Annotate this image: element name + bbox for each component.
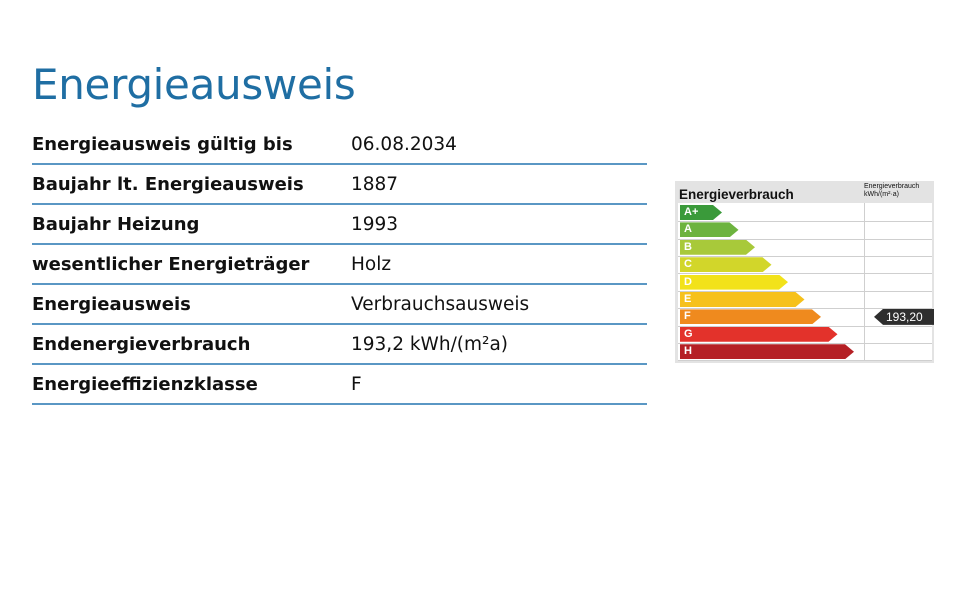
grid-line [678,325,932,327]
row-value: 1993 [351,214,399,235]
table-row: wesentlicher Energieträger Holz [32,245,647,285]
energy-class-bar-e: E [680,292,805,307]
energy-class-label: F [684,310,691,323]
grid-line [678,221,932,223]
energy-scale-title: Energieverbrauch [679,187,794,202]
row-label: Baujahr Heizung [32,214,200,235]
consumption-marker: 193,20 [874,308,934,325]
energy-class-bar-d: D [680,275,788,290]
consumption-marker-value: 193,20 [886,309,923,324]
row-label: Baujahr lt. Energieausweis [32,174,304,195]
energy-scale-column-header: Energieverbrauch kWh/(m²·a) [864,183,932,199]
row-label: Energieausweis gültig bis [32,134,293,155]
column-header-line2: kWh/(m²·a) [864,191,899,198]
energy-details-table: Energieausweis gültig bis 06.08.2034 Bau… [32,125,647,405]
row-label: wesentlicher Energieträger [32,254,310,275]
grid-divider [864,203,865,361]
row-value: 1887 [351,174,399,195]
grid-line [678,308,932,310]
energy-class-label: A [684,223,692,236]
energy-class-bar-f: F [680,309,821,324]
energy-scale-grid: 193,20 A+ A B C D E F G H [678,203,934,362]
energy-class-bar-b: B [680,240,755,255]
energy-class-bar-c: C [680,257,772,272]
energy-class-label: A+ [684,206,699,218]
energy-class-bar-g: G [680,327,838,342]
row-value: Holz [351,254,392,275]
energy-class-label: D [684,275,692,288]
energy-class-bar-a: A [680,222,739,237]
row-label: Energieeffizienzklasse [32,374,258,395]
column-header-line1: Energieverbrauch [864,183,920,190]
row-label: Endenergieverbrauch [32,334,251,355]
grid-line [678,343,932,344]
grid-line [678,360,932,362]
row-value: F [351,374,362,395]
grid-line [678,273,932,275]
energy-scale-header: Energieverbrauch [678,185,864,205]
energy-class-label: H [684,345,692,358]
row-label: Energieausweis [32,294,191,315]
energy-class-label: C [684,258,692,271]
table-row: Energieeffizienzklasse F [32,365,647,405]
energy-scale-card: Energieverbrauch Energieverbrauch kWh/(m… [675,181,934,363]
energy-class-label: E [684,293,692,305]
table-row: Energieausweis gültig bis 06.08.2034 [32,125,647,165]
row-value: 06.08.2034 [351,134,457,155]
energy-class-label: G [684,327,693,340]
table-row: Energieausweis Verbrauchsausweis [32,285,647,325]
table-row: Endenergieverbrauch 193,2 kWh/(m²a) [32,325,647,365]
energy-class-bar-h: H [680,344,854,359]
page-title: Energieausweis [32,60,356,109]
grid-line [678,256,932,257]
energy-class-bar-a-plus: A+ [680,205,722,220]
row-value: Verbrauchsausweis [351,294,530,315]
row-value: 193,2 kWh/(m²a) [351,334,509,355]
grid-line [678,238,932,240]
table-row: Baujahr Heizung 1993 [32,205,647,245]
table-row: Baujahr lt. Energieausweis 1887 [32,165,647,205]
grid-line [678,290,932,292]
energy-class-label: B [684,240,692,253]
